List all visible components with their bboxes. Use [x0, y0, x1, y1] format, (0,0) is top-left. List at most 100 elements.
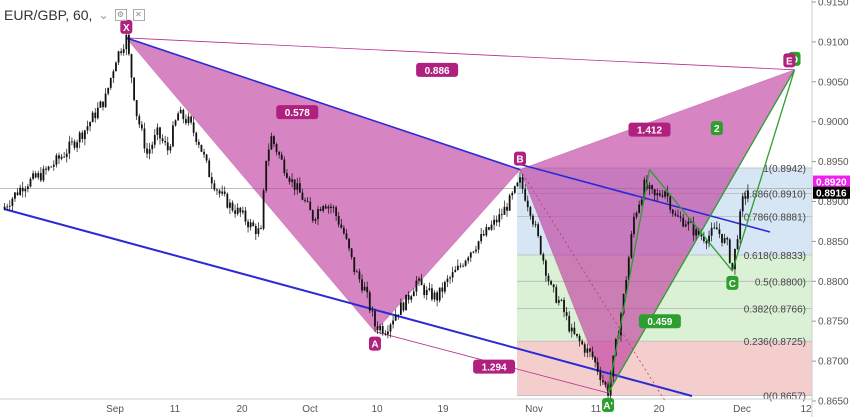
candle-body	[99, 101, 102, 108]
price-axis[interactable]: 0.86500.87000.87500.88000.88500.89000.89…	[812, 0, 850, 417]
candle-body	[586, 348, 589, 353]
fib-label: 0.618(0.8833)	[744, 251, 806, 262]
close-icon[interactable]: ✕	[132, 9, 145, 21]
candle-body	[661, 195, 664, 197]
candle-body	[563, 299, 565, 313]
candle-body	[350, 248, 353, 258]
candle-body	[32, 173, 34, 179]
candle-body	[109, 77, 112, 88]
candle-body	[570, 327, 573, 332]
candle-body	[529, 207, 532, 216]
candle-body	[718, 229, 721, 234]
candle-body	[728, 239, 731, 263]
candle-body	[249, 222, 252, 228]
candle-body	[695, 229, 698, 236]
point-label-bg	[726, 275, 739, 290]
candle-body	[475, 249, 477, 252]
candle-body	[133, 77, 135, 101]
candle-body	[317, 209, 319, 220]
candlesticks	[3, 30, 749, 401]
candle-body	[656, 193, 659, 196]
ratio-label-bg	[416, 62, 459, 77]
time-axis[interactable]: Sep 11 20 Oct 10 19 Nov 11 20 Dec 12	[106, 404, 812, 415]
candle-body	[280, 154, 283, 160]
candle-body	[526, 200, 529, 208]
candle-body	[270, 136, 273, 150]
candle-body	[355, 271, 358, 273]
candle-body	[747, 190, 749, 199]
candle-body	[330, 206, 332, 208]
y-tick-label: 0.9000	[818, 117, 849, 128]
candle-body	[304, 199, 306, 201]
y-tick-label: 0.9150	[818, 0, 849, 9]
candle-body	[576, 333, 578, 336]
candle-body	[65, 153, 68, 157]
candle-body	[153, 134, 156, 145]
candle-body	[446, 278, 449, 282]
candle-body	[560, 299, 563, 301]
candle-body	[8, 205, 11, 207]
candle-body	[314, 219, 317, 221]
candle-body	[721, 233, 723, 243]
chevron-down-icon[interactable]: ⌄	[98, 8, 109, 22]
candle-body	[643, 179, 646, 200]
candle-body	[376, 326, 379, 331]
candle-body	[684, 224, 687, 227]
candle-body	[164, 140, 167, 143]
candle-body	[508, 195, 511, 211]
candle-body	[555, 287, 558, 303]
candle-body	[262, 190, 265, 229]
candle-body	[278, 152, 281, 155]
candle-body	[690, 221, 692, 223]
ratio-label: 0.578	[285, 108, 310, 119]
price-badge-label: 0.8920	[816, 178, 847, 189]
x-tick-label: 20	[653, 404, 665, 415]
candle-body	[462, 265, 464, 267]
candle-body	[591, 351, 594, 358]
candle-body	[565, 312, 568, 316]
candle-body	[534, 224, 537, 226]
candle-body	[573, 327, 576, 334]
settings-icon[interactable]: ⚙	[114, 9, 127, 21]
candle-body	[78, 132, 81, 143]
dotted-line	[519, 169, 666, 402]
x-tick-label: 20	[236, 404, 248, 415]
channel-upper	[514, 162, 771, 233]
y-tick-label: 0.8850	[818, 237, 849, 248]
candle-body	[286, 172, 288, 178]
candle-body	[464, 260, 467, 266]
candle-body	[451, 272, 454, 278]
candle-body	[358, 271, 361, 280]
x-tick-label: 11	[170, 404, 181, 415]
candle-body	[449, 277, 451, 279]
candle-body	[107, 87, 110, 94]
candle-body	[37, 173, 40, 178]
candle-body	[122, 49, 125, 53]
candle-body	[81, 132, 84, 139]
line-xb	[126, 37, 521, 171]
y-tick-label: 0.8800	[818, 277, 849, 288]
candle-body	[226, 193, 229, 208]
candle-body	[384, 333, 387, 335]
candle-body	[674, 213, 677, 216]
price-badge	[813, 186, 850, 199]
candle-body	[389, 324, 392, 332]
candle-body	[50, 166, 53, 168]
ratio-label: 0.459	[647, 317, 672, 328]
candle-body	[128, 34, 130, 55]
candle-body	[148, 149, 151, 154]
candle-body	[638, 204, 641, 213]
candle-body	[174, 120, 177, 126]
candle-body	[19, 187, 22, 195]
candle-body	[420, 278, 423, 286]
symbol-title[interactable]: EUR/GBP, 60,	[4, 7, 93, 23]
ratio-label-bg	[628, 122, 671, 137]
candle-body	[210, 177, 213, 184]
candle-body	[469, 252, 472, 258]
candle-body	[203, 151, 205, 155]
candle-body	[254, 226, 257, 235]
candle-body	[296, 183, 299, 190]
leg-label: 2	[714, 124, 720, 135]
candle-body	[407, 294, 410, 300]
